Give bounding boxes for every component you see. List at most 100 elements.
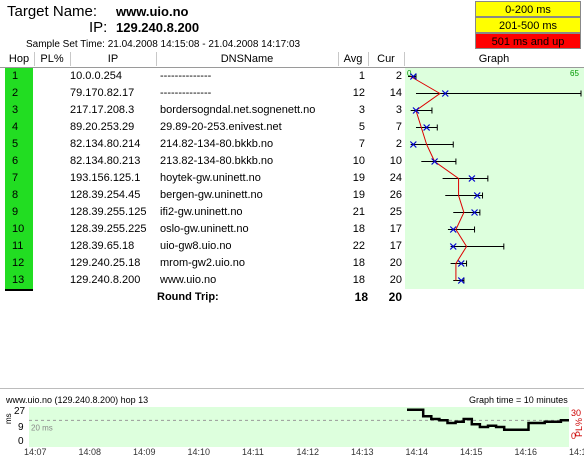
target-name-value: www.uio.no [116,4,189,19]
graph-cur-marker [412,107,420,114]
column-header-pl[interactable]: PL% [40,53,64,65]
column-header-dnsname[interactable]: DNSName [220,53,274,65]
column-header-hop[interactable]: Hop [8,53,30,65]
graph-cur-marker [468,175,476,182]
avg-latency: 5 [358,121,365,133]
cur-latency: 25 [389,206,402,218]
column-header-cur[interactable]: Cur [377,53,395,65]
history-y-mid: 9 [18,422,24,433]
history-pl-zero: 0 [571,431,577,441]
history-panel [0,388,584,462]
round-trip-cur: 20 [388,290,402,304]
legend-0-200: 0-200 ms [475,1,581,17]
ip-address: 129.240.8.200 [70,274,141,286]
avg-latency: 10 [352,155,365,167]
table-row[interactable]: 10 128.39.255.225 oslo-gw.uninett.no 18 17 [0,221,405,238]
graph-cur-marker [457,277,465,284]
table-row[interactable]: 11 128.39.65.18 uio-gw8.uio.no 22 17 [0,238,405,255]
history-x-tick: 14:07 [24,447,47,457]
table-row[interactable]: 7 193.156.125.1 hoytek-gw.uninett.no 19 24 [0,170,405,187]
hop-number: 6 [5,153,33,170]
hop-number: 8 [5,187,33,204]
hop-number: 1 [5,68,33,85]
ip-address: 128.39.255.225 [70,223,147,235]
dns-name: mrom-gw2.uio.no [160,257,245,269]
dns-name: 213.82-134-80.bkkb.no [160,155,274,167]
cur-latency: 10 [389,155,402,167]
dns-name: 29.89-20-253.enivest.net [160,121,282,133]
history-title: www.uio.no (129.240.8.200) hop 13 [6,395,149,405]
graph-cur-marker [471,209,478,216]
history-y-zero: 0 [18,436,24,447]
graph-scale-max: 65 [570,69,579,78]
cur-latency: 17 [389,240,402,252]
avg-latency: 18 [352,274,365,286]
dns-name: www.uio.no [160,274,217,286]
table-row[interactable]: 9 128.39.255.125 ifi2-gw.uninett.no 21 25 [0,204,405,221]
legend-501-up: 501 ms and up [475,33,581,49]
avg-latency: 18 [352,223,365,235]
graph-cur-marker [441,90,449,97]
dns-name: -------------- [160,70,212,82]
table-row[interactable]: 5 82.134.80.214 214.82-134-80.bkkb.no 7 2 [0,136,405,153]
history-graph: 20 ms [29,408,569,432]
hop-number: 5 [5,136,33,153]
history-pl-max: 30 [571,408,582,418]
table-row[interactable]: 13 129.240.8.200 www.uio.no 18 20 [0,272,405,289]
column-header-avg[interactable]: Avg [343,53,363,65]
ip-address: 89.20.253.29 [70,121,135,133]
hop-number: 12 [5,255,33,272]
ip-address: 82.134.80.213 [70,155,141,167]
graph-cur-marker [449,226,457,233]
cur-latency: 3 [395,104,402,116]
dns-name: 214.82-134-80.bkkb.no [160,138,274,150]
history-threshold-label: 20 ms [31,423,53,432]
avg-latency: 19 [352,189,365,201]
avg-latency: 21 [352,206,365,218]
ip-value: 129.240.8.200 [116,20,200,35]
history-pl-label: PL% [574,417,584,437]
cur-latency: 24 [389,172,402,184]
round-trip-avg: 18 [354,290,368,304]
avg-latency: 18 [352,257,365,269]
graph-cur-marker [431,158,439,165]
ip-address: 10.0.0.254 [70,70,122,82]
graph-cur-marker [457,260,465,267]
ip-address: 128.39.255.125 [70,206,147,218]
history-x-tick: 14:11 [242,447,264,457]
round-trip-label: Round Trip: [157,291,219,303]
ip-address: 129.240.25.18 [70,257,141,269]
ip-address: 217.17.208.3 [70,104,135,116]
hop-number: 7 [5,170,33,187]
column-header-graph[interactable]: Graph [478,53,510,65]
table-row[interactable]: 4 89.20.253.29 29.89-20-253.enivest.net 5 7 [0,119,405,136]
table-row[interactable]: 3 217.17.208.3 bordersogndal.net.sognenett… [0,102,405,119]
table-row[interactable]: 6 82.134.80.213 213.82-134-80.bkkb.no 10 10 [0,153,405,170]
table-row[interactable]: 2 79.170.82.17 -------------- 12 14 [0,85,405,102]
avg-latency: 1 [358,70,365,82]
dns-name: oslo-gw.uninett.no [160,223,249,235]
ip-address: 128.39.65.18 [70,240,135,252]
table-row[interactable]: 8 128.39.254.45 bergen-gw.uninett.no 19 26 [0,187,405,204]
graph-cur-marker [423,124,431,131]
latency-graph: 0 65 [407,69,582,284]
ip-label: IP: [89,19,108,36]
ip-address: 193.156.125.1 [70,172,141,184]
avg-latency: 22 [352,240,365,252]
dns-name: hoytek-gw.uninett.no [160,172,261,184]
history-x-tick: 14:09 [133,447,156,457]
sample-set-time-label: Sample Set Time: [26,39,105,50]
table-row[interactable]: 12 129.240.25.18 mrom-gw2.uio.no 18 20 [0,255,405,272]
graph-cur-marker [473,192,481,199]
column-header-ip[interactable]: IP [107,53,119,65]
avg-latency: 19 [352,172,365,184]
history-x-tick: 14:17 [569,447,584,457]
latency-graph-area [405,68,584,289]
ip-address: 82.134.80.214 [70,138,141,150]
target-name-label: Target Name: [7,3,98,20]
table-row[interactable]: 1 10.0.0.254 -------------- 1 2 [0,68,405,85]
avg-latency: 12 [352,87,365,99]
dns-name: ifi2-gw.uninett.no [160,206,243,218]
cur-latency: 20 [389,257,402,269]
cur-latency: 2 [395,70,402,82]
